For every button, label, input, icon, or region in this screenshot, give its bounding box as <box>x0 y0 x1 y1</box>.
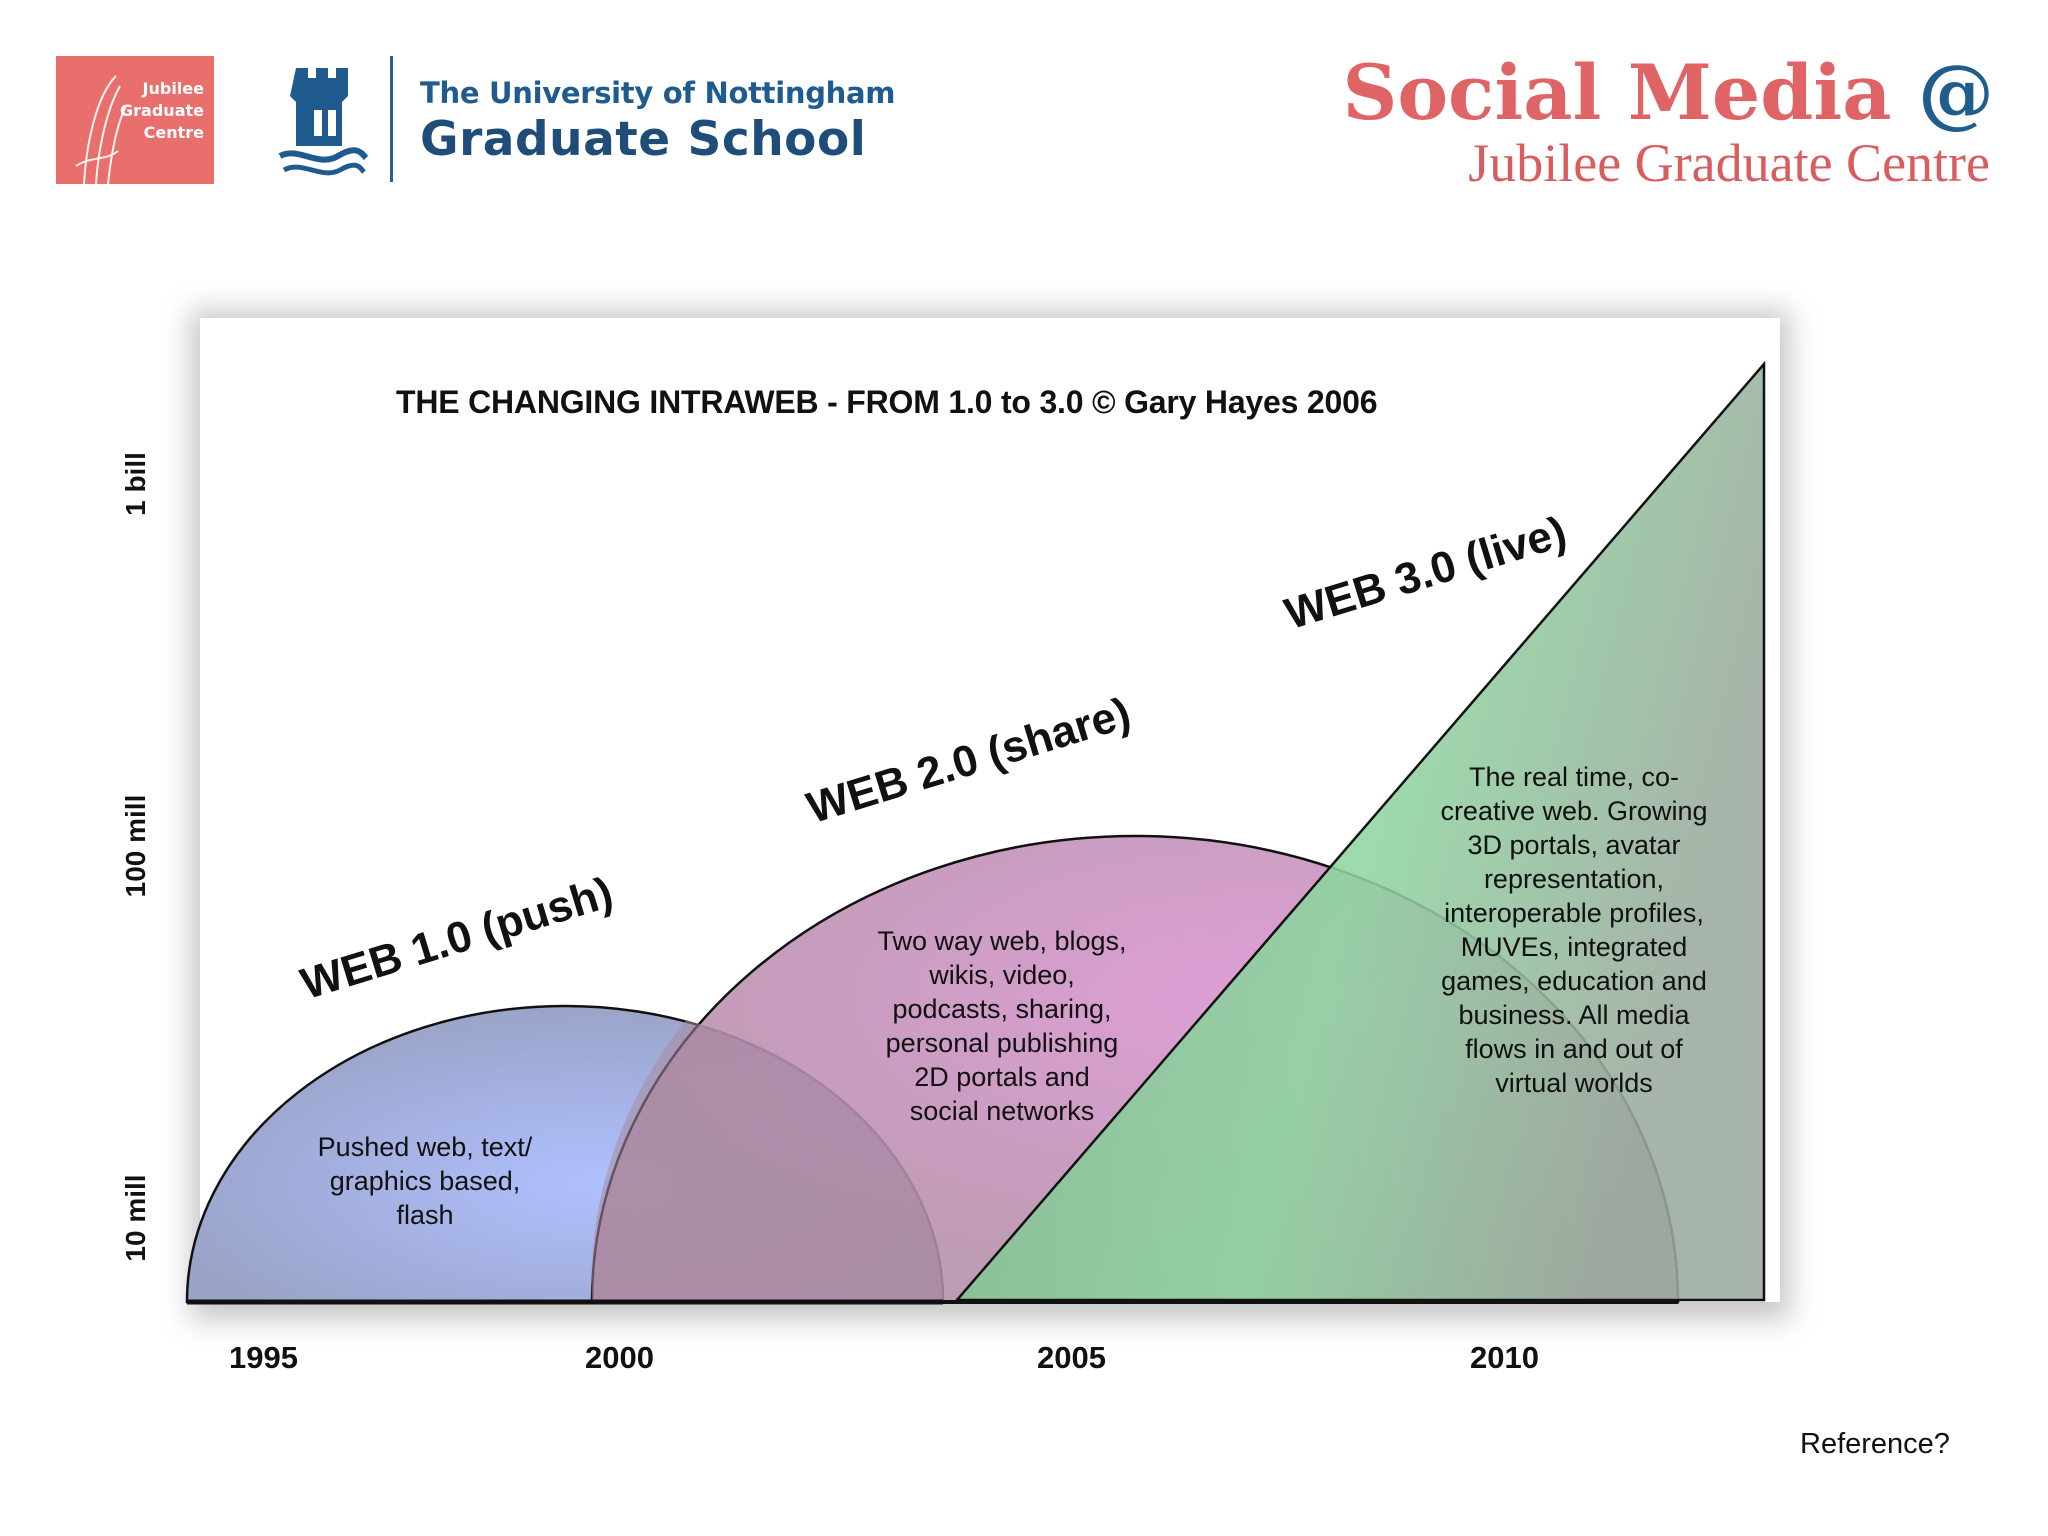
x-axis-label-2000: 2000 <box>585 1340 654 1375</box>
web3-description-line: representation, <box>1483 864 1665 894</box>
web2-description-line: personal publishing <box>885 1028 1119 1058</box>
web3-description-line: virtual worlds <box>1495 1068 1653 1098</box>
web3-description-line: flows in and out of <box>1465 1034 1683 1064</box>
y-axis-label-100-mill: 100 mill <box>120 794 151 898</box>
web1-description-line: Pushed web, text/ <box>317 1132 533 1162</box>
web2-description-line: wikis, video, <box>929 960 1075 990</box>
jubilee-graduate-centre-logo: Jubilee Graduate Centre <box>56 56 214 184</box>
web3-description-line: 3D portals, avatar <box>1467 830 1681 860</box>
x-axis-label-1995: 1995 <box>229 1340 298 1375</box>
jgc-logo-line: Jubilee <box>142 79 204 98</box>
web2-description-line: 2D portals and <box>914 1062 1090 1092</box>
jgc-logo-line: Centre <box>143 123 204 142</box>
web3-description-line: creative web. Growing <box>1440 796 1708 826</box>
jgc-logo-line: Graduate <box>120 101 204 120</box>
x-axis-label-2010: 2010 <box>1470 1340 1539 1375</box>
title-at: @ <box>1918 48 1994 137</box>
x-axis-label-2005: 2005 <box>1037 1340 1106 1375</box>
web3-description: The real time, co- creative web. Growing… <box>1414 760 1734 1100</box>
university-crest-icon <box>278 68 368 176</box>
diagram-title: THE CHANGING INTRAWEB - FROM 1.0 to 3.0 … <box>396 384 1378 420</box>
page-title: Social Media @ <box>1342 48 1994 137</box>
jgc-logo-text: Jubilee Graduate Centre <box>104 78 204 144</box>
web2-description: Two way web, blogs, wikis, video, podcas… <box>852 924 1152 1128</box>
reference-note: Reference? <box>1800 1428 1950 1460</box>
header-divider <box>390 56 393 182</box>
web1-web2-overlap <box>591 1020 944 1302</box>
web3-description-line: The real time, co- <box>1468 762 1680 792</box>
y-axis-label-10-mill: 10 mill <box>120 1174 151 1262</box>
web2-description-line: podcasts, sharing, <box>892 994 1112 1024</box>
web3-description-line: games, education and <box>1441 966 1707 996</box>
title-main: Social Media <box>1342 48 1892 137</box>
web1-description-line: graphics based, <box>329 1166 521 1196</box>
graduate-school-name: Graduate School <box>420 112 867 167</box>
web3-description-line: business. All media <box>1458 1000 1690 1030</box>
web1-description: Pushed web, text/ graphics based, flash <box>280 1130 570 1232</box>
jgc-logo-mark-icon <box>75 75 127 184</box>
page-subtitle: Jubilee Graduate Centre <box>1468 133 1990 193</box>
web3-description-line: MUVEs, integrated <box>1460 932 1688 962</box>
web2-description-line: social networks <box>909 1096 1095 1126</box>
y-axis-label-1-bill: 1 bill <box>120 452 151 516</box>
web2-description-line: Two way web, blogs, <box>877 926 1127 956</box>
web1-description-line: flash <box>396 1200 454 1230</box>
web3-description-line: interoperable profiles, <box>1444 898 1704 928</box>
university-name: The University of Nottingham <box>420 76 896 110</box>
